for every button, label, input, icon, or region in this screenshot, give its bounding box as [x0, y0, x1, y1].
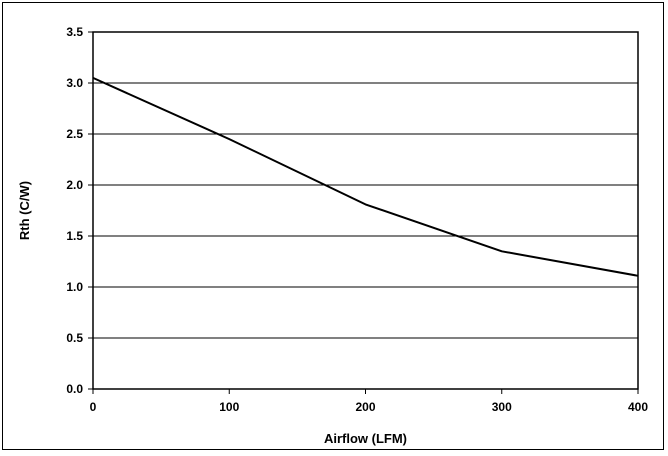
chart-frame: 0.0 0.5 1.0 1.5 2.0 2.5 3.0 3.5 0 100 200 300 400 A… — [2, 2, 664, 450]
y-axis-ticks: 0.0 0.5 1.0 1.5 2.0 2.5 3.0 3.5 — [66, 25, 93, 396]
y-tick-label-1: 0.5 — [66, 331, 83, 345]
x-axis-ticks: 0 100 200 300 400 — [90, 389, 649, 414]
series-line-0 — [93, 78, 638, 276]
y-tick-label-0: 0.0 — [66, 382, 83, 396]
plot-area — [93, 32, 638, 389]
line-chart: 0.0 0.5 1.0 1.5 2.0 2.5 3.0 3.5 0 100 200 300 400 A… — [3, 3, 665, 451]
gridlines — [93, 83, 638, 338]
x-tick-label-3: 300 — [492, 400, 512, 414]
y-tick-label-4: 2.0 — [66, 178, 83, 192]
x-tick-label-2: 200 — [355, 400, 375, 414]
y-tick-label-7: 3.5 — [66, 25, 83, 39]
y-axis-label: Rth (C/W) — [17, 181, 32, 240]
x-tick-label-4: 400 — [628, 400, 648, 414]
y-tick-label-5: 2.5 — [66, 127, 83, 141]
y-tick-label-2: 1.0 — [66, 280, 83, 294]
x-tick-label-0: 0 — [90, 400, 97, 414]
x-tick-label-1: 100 — [219, 400, 239, 414]
series-layer — [93, 78, 638, 276]
x-axis-label: Airflow (LFM) — [324, 431, 407, 446]
y-tick-label-3: 1.5 — [66, 229, 83, 243]
y-tick-label-6: 3.0 — [66, 76, 83, 90]
